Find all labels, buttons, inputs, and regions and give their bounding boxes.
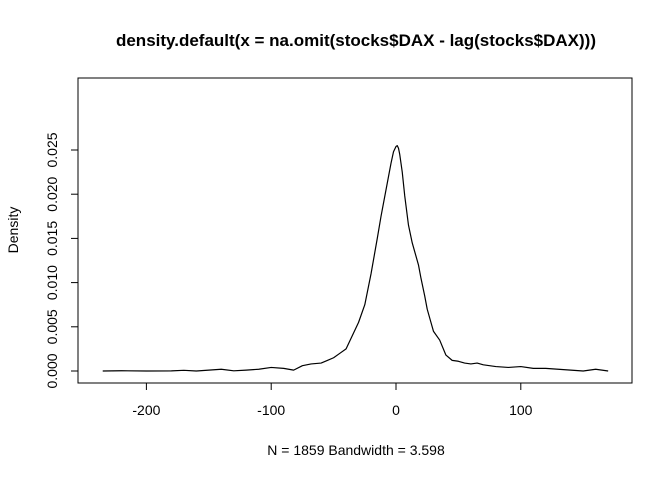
x-tick-label: 0 — [392, 402, 400, 418]
plot-frame — [77, 77, 633, 384]
y-tick-label: 0.010 — [44, 265, 60, 300]
x-tick-label: 100 — [509, 402, 533, 418]
y-tick-label: 0.005 — [44, 309, 60, 344]
x-tick-label: -100 — [257, 402, 285, 418]
x-axis: -200 -100 0 100 — [132, 382, 533, 418]
chart-title: density.default(x = na.omit(stocks$DAX -… — [116, 31, 596, 50]
y-axis: 0.000 0.005 0.010 0.015 0.020 0.025 — [44, 132, 79, 389]
density-curve — [102, 144, 609, 372]
y-axis-label: Density — [5, 207, 21, 254]
y-tick-label: 0.000 — [44, 353, 60, 388]
y-tick-label: 0.015 — [44, 221, 60, 256]
y-tick-label: 0.020 — [44, 176, 60, 211]
x-axis-label: N = 1859 Bandwidth = 3.598 — [267, 442, 445, 458]
y-tick-label: 0.025 — [44, 132, 60, 167]
x-tick-label: -200 — [132, 402, 160, 418]
